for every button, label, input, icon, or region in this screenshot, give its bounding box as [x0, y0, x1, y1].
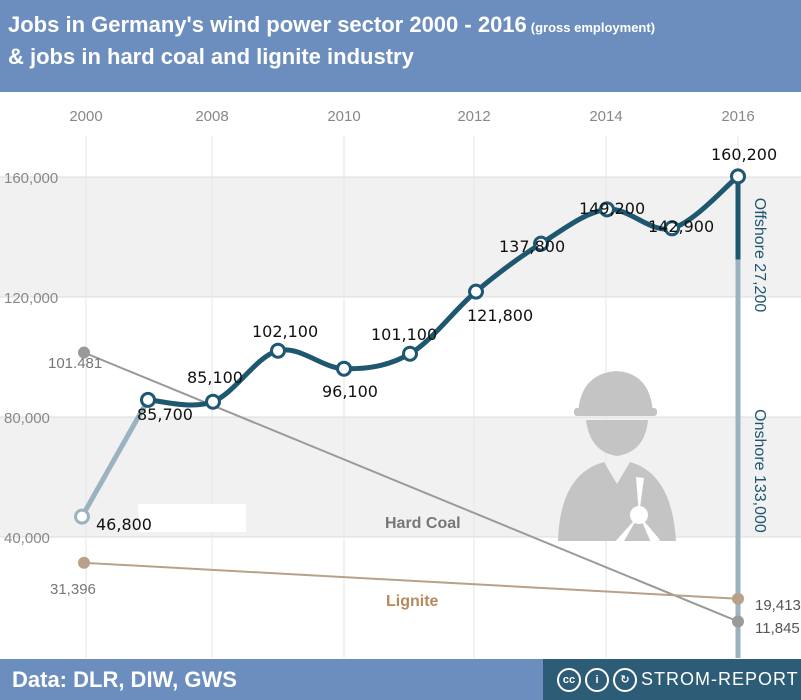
- hard-coal-value-label: 101.481: [48, 355, 102, 372]
- hard-coal-line: [83, 351, 739, 623]
- helmet-brim: [574, 408, 657, 416]
- x-tick-label: 2014: [589, 108, 622, 125]
- wind-point: [140, 391, 156, 408]
- wind-value-label: 149,200: [579, 199, 645, 218]
- lignite-line: [83, 561, 739, 600]
- wind-point: [336, 360, 352, 377]
- wind-point: [664, 220, 680, 237]
- sa-icon: ↻: [613, 668, 637, 692]
- chart-subtitle: & jobs in hard coal and lignite industry: [8, 44, 414, 69]
- grid-band: [0, 177, 801, 297]
- lignite-point: [78, 556, 90, 569]
- wind-value-label: 121,800: [467, 306, 533, 325]
- wind-value-label: 46,800: [96, 515, 152, 534]
- x-tick-label: 2010: [327, 108, 360, 125]
- wind-point: [74, 508, 90, 525]
- turbine-blades: [613, 477, 660, 548]
- brand-box: cc i ↻ STROM-REPORT: [543, 659, 801, 700]
- wind-point: [468, 283, 484, 300]
- y-tick-label: 40,000: [4, 530, 50, 547]
- y-tick-label: 80,000: [4, 410, 50, 427]
- by-icon: i: [585, 668, 609, 692]
- x-tick-label: 2012: [457, 108, 490, 125]
- brand-name: STROM-REPORT: [641, 669, 799, 689]
- lignite-value-label: 19,413: [755, 597, 801, 614]
- hard-coal-point: [732, 615, 744, 628]
- footer-bar: Data: DLR, DIW, GWS cc i ↻ STROM-REPORT: [0, 659, 801, 700]
- wind-point: [730, 168, 746, 185]
- x-tick-label: 2008: [195, 108, 228, 125]
- lignite-value-label: 31,396: [50, 581, 96, 598]
- wind-value-label: 102,100: [252, 322, 318, 341]
- data-source: Data: DLR, DIW, GWS: [12, 667, 237, 692]
- lignite-point: [732, 592, 744, 605]
- hard-coal-series-label: Hard Coal: [385, 515, 461, 532]
- wind-point: [402, 345, 418, 362]
- helmet-shape: [578, 371, 653, 414]
- title-note: (gross employment): [530, 20, 656, 35]
- cc-icon: cc: [557, 668, 581, 692]
- onshore-label: Onshore 133,000: [751, 409, 768, 533]
- chart-title: Jobs in Germany's wind power sector 2000…: [8, 12, 656, 37]
- line-chart: 2000 2008 2010 2012 2014 2016 160,000 120,000 80…: [0, 108, 801, 658]
- wind-point: [205, 393, 221, 410]
- wind-value-label: 142,900: [648, 217, 714, 236]
- offshore-label: Offshore 27,200: [751, 198, 768, 313]
- x-tick-label: 2016: [721, 108, 754, 125]
- hard-coal-point: [78, 346, 90, 359]
- wind-value-label: 96,100: [322, 382, 378, 401]
- y-tick-label: 120,000: [4, 290, 58, 307]
- wind-value-label: 160,200: [711, 145, 777, 164]
- wind-value-label: 101,100: [371, 325, 437, 344]
- wind-value-label: 85,700: [137, 405, 193, 424]
- wind-value-label: 137,800: [499, 237, 565, 256]
- wind-line: [147, 174, 740, 408]
- face-shape: [586, 420, 648, 456]
- wind-value-label: 85,100: [187, 368, 243, 387]
- y-tick-label: 160,000: [4, 170, 58, 187]
- wind-line-early: [79, 398, 151, 518]
- x-tick-label: 2000: [69, 108, 102, 125]
- body-shape: [558, 462, 676, 541]
- wind-point: [270, 342, 286, 359]
- wind-point: [533, 235, 549, 252]
- lignite-series-label: Lignite: [386, 593, 439, 610]
- hard-coal-value-label: 11,845: [755, 620, 800, 637]
- label-backdrop: [138, 504, 246, 532]
- header-banner: Jobs in Germany's wind power sector 2000…: [0, 0, 801, 92]
- wind-point: [599, 201, 615, 218]
- worker-icon: [558, 371, 676, 548]
